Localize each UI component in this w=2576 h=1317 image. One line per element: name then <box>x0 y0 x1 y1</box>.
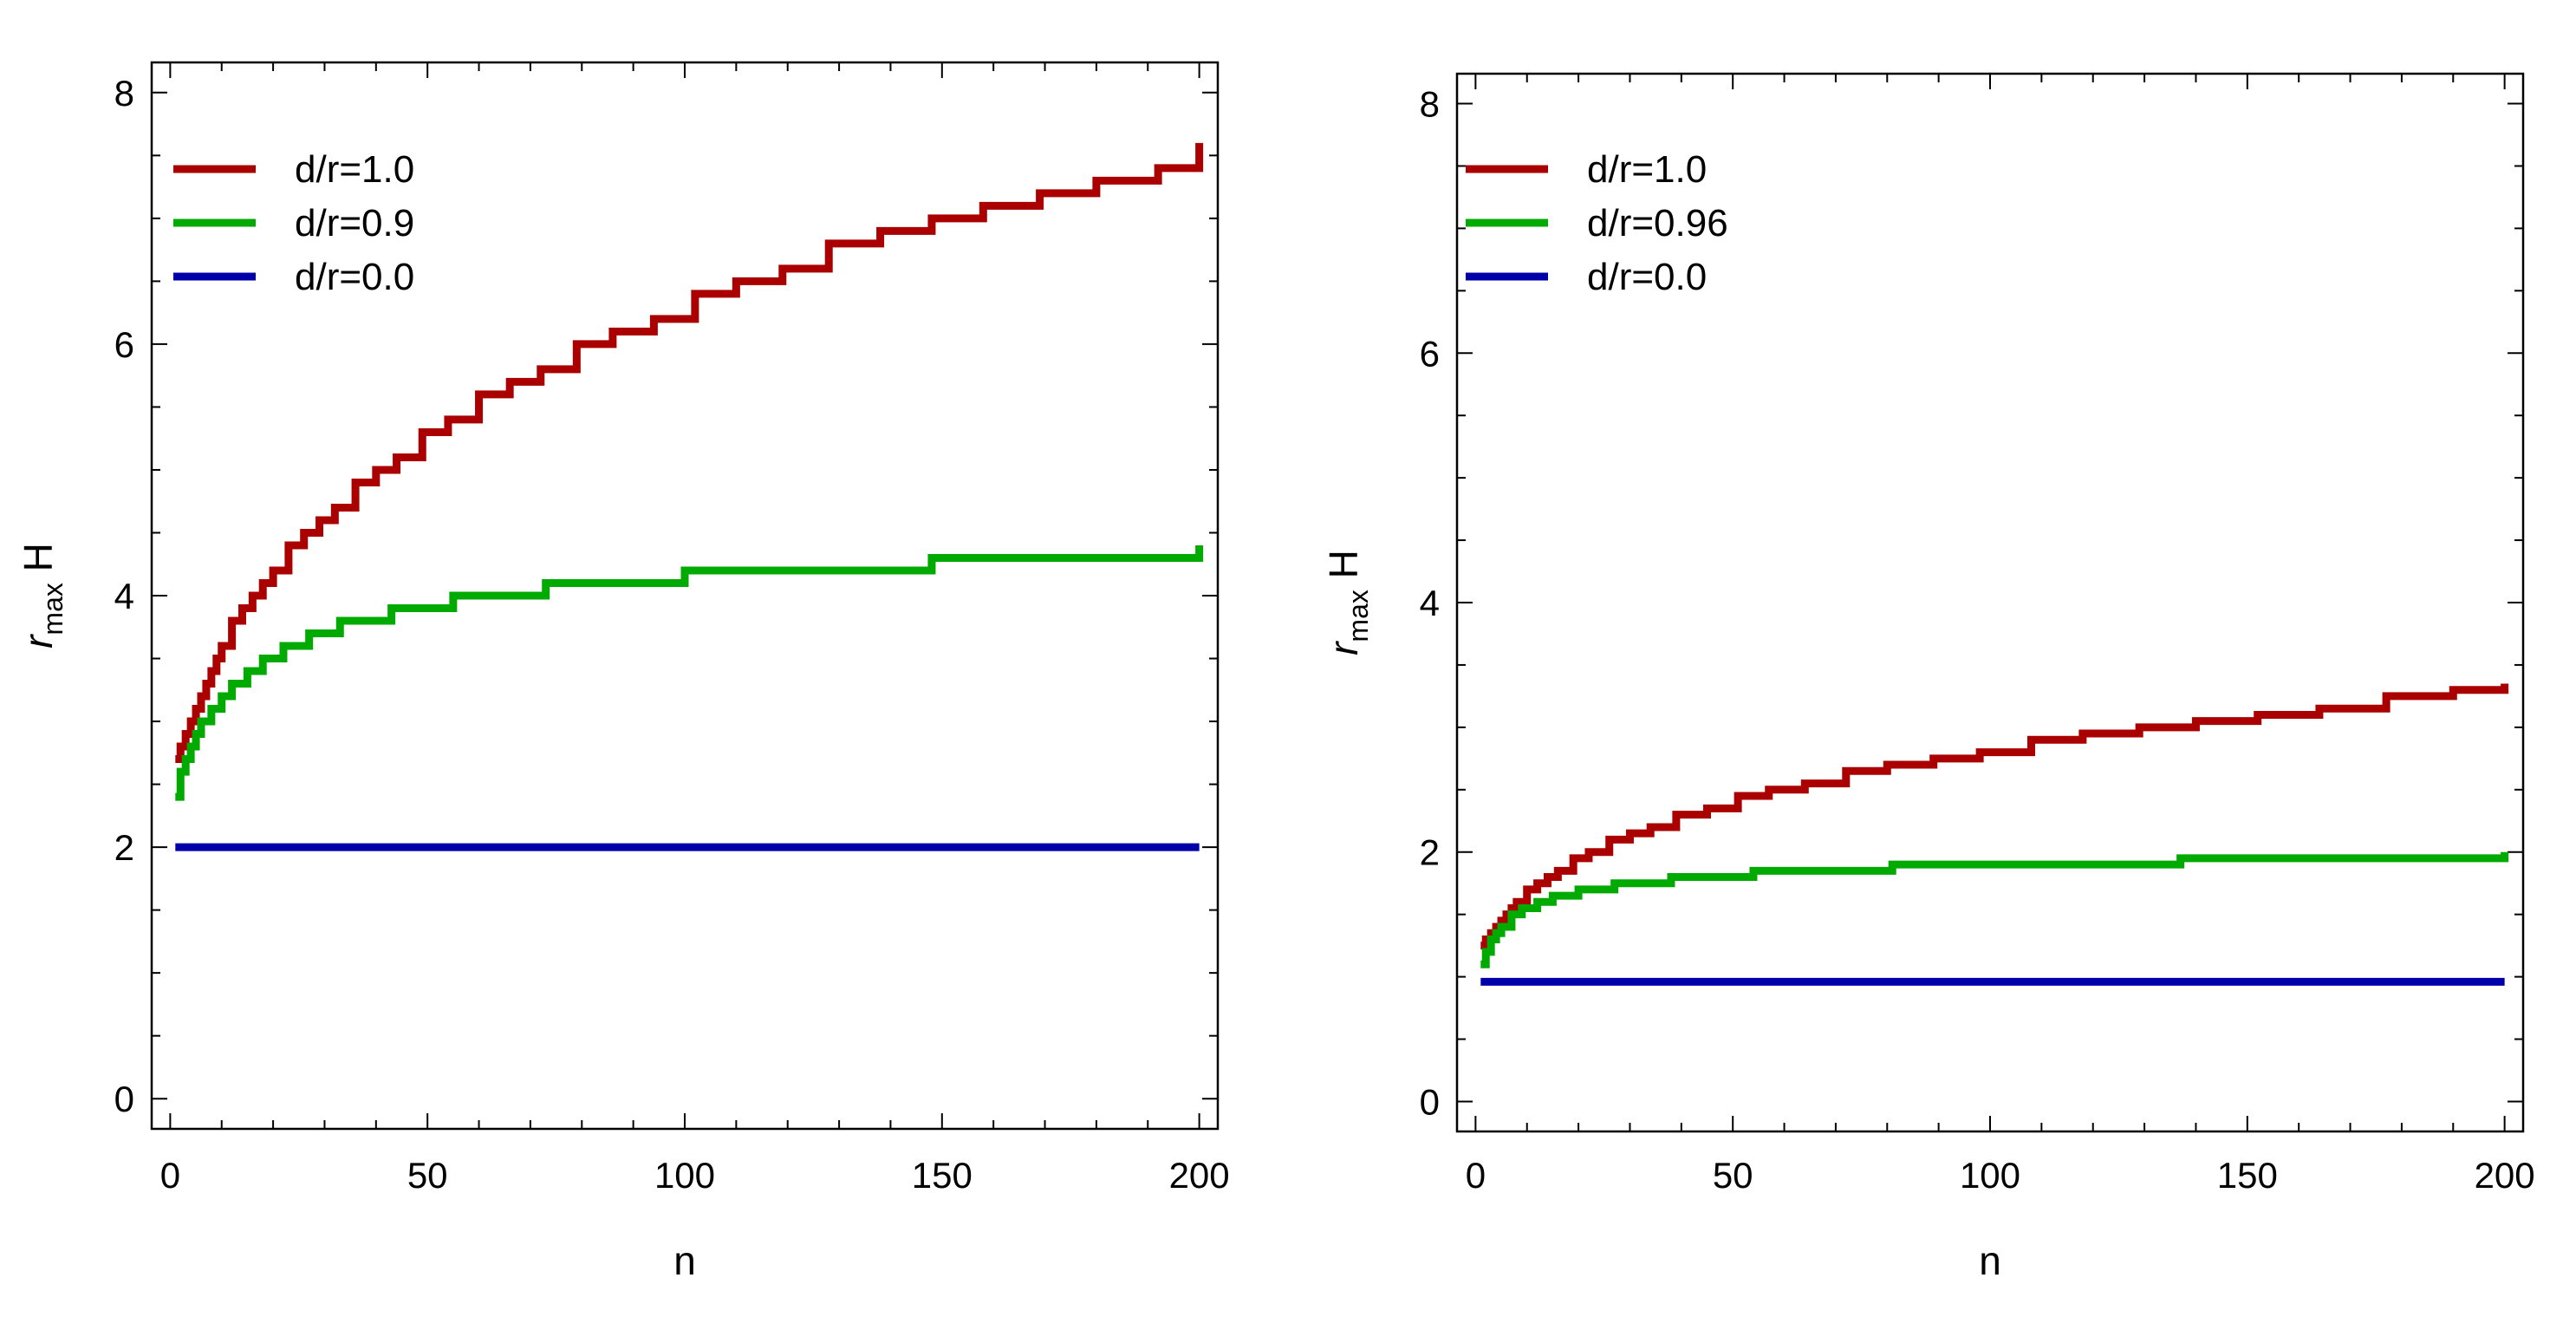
x-tick-label: 100 <box>654 1155 715 1196</box>
y-tick-label: 6 <box>1420 333 1440 374</box>
y-tick-label: 4 <box>1420 583 1440 623</box>
x-tick-label: 50 <box>1713 1155 1753 1196</box>
series-line-1 <box>175 544 1204 801</box>
series-line-0 <box>1480 683 2509 950</box>
y-label-main: r <box>16 634 61 649</box>
legend-label: d/r=1.0 <box>1587 148 1707 191</box>
series-line-1 <box>1480 851 2509 968</box>
legend-label: d/r=0.9 <box>295 202 414 244</box>
x-tick-label: 150 <box>2217 1155 2278 1196</box>
y-label-suffix: H <box>16 543 61 583</box>
legend-label: d/r=1.0 <box>295 148 414 191</box>
y-axis-label: rmax H <box>1321 550 1374 655</box>
x-tick-label: 200 <box>2475 1155 2535 1196</box>
x-tick-label: 0 <box>1466 1155 1486 1196</box>
x-axis-label: n <box>673 1238 696 1283</box>
y-tick-label: 4 <box>114 576 134 616</box>
y-tick-label: 2 <box>114 827 134 868</box>
legend-label: d/r=0.0 <box>295 256 414 298</box>
x-tick-label: 50 <box>407 1155 448 1196</box>
x-tick-label: 200 <box>1169 1155 1230 1196</box>
legend-label: d/r=0.0 <box>1587 256 1707 298</box>
y-tick-label: 8 <box>114 73 134 114</box>
x-tick-label: 0 <box>160 1155 180 1196</box>
y-tick-label: 0 <box>114 1079 134 1119</box>
y-axis-label: rmax H <box>16 543 68 649</box>
legend-label: d/r=0.96 <box>1587 202 1728 244</box>
y-tick-label: 6 <box>114 324 134 365</box>
y-tick-label: 2 <box>1420 832 1440 873</box>
y-label-main: r <box>1321 641 1366 655</box>
series-line-0 <box>175 142 1204 764</box>
y-tick-label: 0 <box>1420 1081 1440 1122</box>
x-axis-label: n <box>1979 1238 2001 1283</box>
x-tick-label: 150 <box>912 1155 973 1196</box>
y-label-sub: max <box>37 583 68 635</box>
x-tick-label: 100 <box>1960 1155 2020 1196</box>
y-tick-label: 8 <box>1420 84 1440 125</box>
y-label-suffix: H <box>1321 550 1366 590</box>
y-label-sub: max <box>1343 590 1374 642</box>
